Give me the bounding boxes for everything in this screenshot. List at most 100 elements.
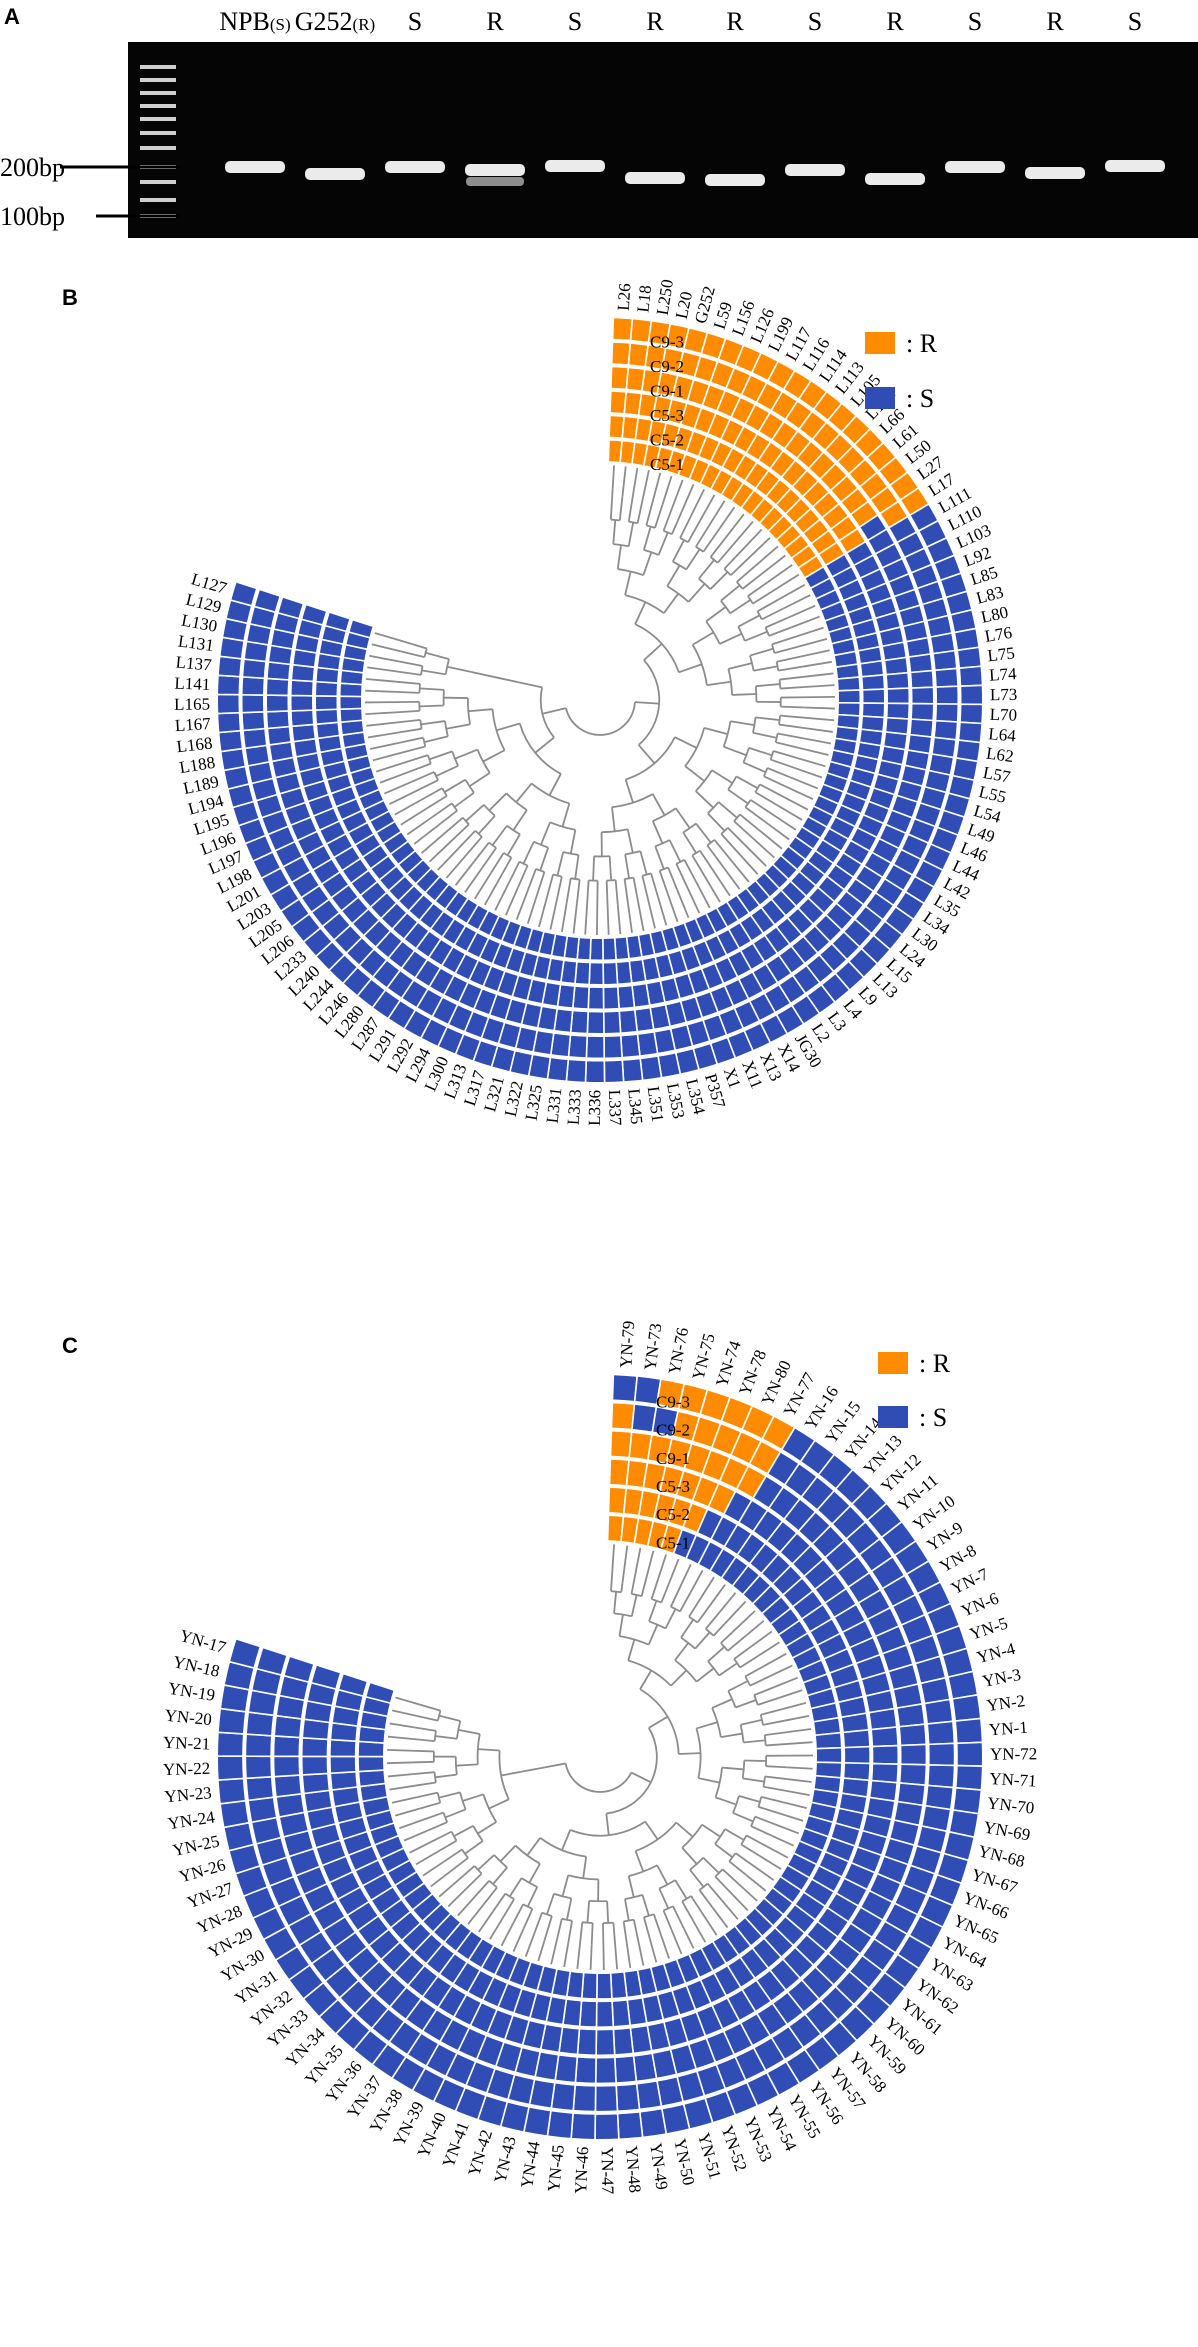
tree-branch bbox=[743, 1620, 765, 1638]
tree-branch bbox=[512, 1928, 525, 1952]
tree-branch bbox=[435, 1735, 457, 1740]
tree-arc bbox=[567, 1874, 599, 1881]
tree-branch bbox=[502, 1898, 515, 1919]
tree-branch bbox=[709, 571, 729, 590]
leaf-label: L167 bbox=[174, 714, 211, 735]
tree-branch bbox=[712, 870, 731, 897]
tree-branch bbox=[627, 1875, 635, 1898]
genotype-cell bbox=[282, 1655, 316, 1684]
tree-branch bbox=[611, 807, 616, 832]
genotype-cell bbox=[240, 693, 265, 714]
tree-branch bbox=[536, 871, 546, 896]
genotype-cell bbox=[935, 685, 960, 705]
tree-branch bbox=[438, 1791, 461, 1799]
ring-label: C9-2 bbox=[650, 357, 684, 376]
genotype-cell bbox=[885, 671, 910, 690]
tree-branch bbox=[692, 1919, 707, 1943]
tree-branch bbox=[375, 761, 406, 773]
ring-label: C9-3 bbox=[650, 333, 684, 352]
ladder-band bbox=[140, 78, 176, 82]
tree-branch bbox=[720, 584, 741, 602]
tree-branch bbox=[787, 604, 816, 619]
tree-arc bbox=[628, 520, 638, 525]
tree-branch bbox=[437, 847, 460, 871]
genotype-cell bbox=[595, 2000, 615, 2028]
tree-branch bbox=[400, 808, 427, 826]
tree-branch bbox=[775, 741, 800, 749]
tree-branch bbox=[698, 1777, 720, 1784]
tree-branch bbox=[642, 551, 653, 576]
genotype-cell bbox=[954, 1717, 984, 1745]
tree-branch bbox=[789, 776, 819, 790]
tree-branch bbox=[706, 680, 732, 687]
tree-branch bbox=[780, 705, 805, 709]
genotype-cell bbox=[337, 1672, 369, 1698]
gel-band bbox=[545, 160, 605, 172]
tree-branch bbox=[666, 893, 679, 923]
tree-branch bbox=[457, 1865, 476, 1881]
tree-branch bbox=[636, 499, 644, 524]
leaf-label: L18 bbox=[633, 284, 655, 313]
tree-branch bbox=[641, 875, 649, 900]
tree-branch bbox=[672, 539, 685, 562]
tree-branch bbox=[443, 816, 464, 835]
tree-branch bbox=[455, 1763, 478, 1767]
tree-branch bbox=[662, 507, 673, 532]
tree-branch bbox=[681, 1900, 694, 1921]
genotype-cell bbox=[836, 676, 861, 692]
tree-branch bbox=[627, 497, 634, 522]
genotype-cell bbox=[639, 1055, 663, 1082]
tree-branch bbox=[757, 1641, 780, 1657]
genotype-cell bbox=[216, 1731, 245, 1758]
tree-branch bbox=[709, 537, 727, 558]
tree-branch bbox=[737, 614, 761, 628]
tree-branch bbox=[632, 877, 639, 902]
tree-branch bbox=[477, 815, 496, 835]
genotype-cell bbox=[923, 1698, 954, 1725]
leaf-label: L351 bbox=[644, 1085, 668, 1123]
tree-arc bbox=[652, 807, 677, 822]
tree-branch bbox=[736, 1610, 756, 1629]
panel-b-leaf-labels: L26L18L250L20G252L59L156L126L199L117L116… bbox=[174, 278, 1018, 1126]
tree-branch bbox=[698, 1889, 714, 1909]
tree-branch bbox=[637, 1940, 645, 1966]
tree-branch bbox=[538, 897, 548, 928]
genotype-cell bbox=[934, 667, 959, 688]
tree-branch bbox=[643, 643, 663, 661]
genotype-cell bbox=[240, 676, 266, 696]
genotype-cell bbox=[589, 937, 604, 962]
tree-arc bbox=[681, 1824, 703, 1849]
tree-branch bbox=[404, 754, 429, 764]
tree-branch bbox=[703, 875, 721, 903]
genotype-cell bbox=[216, 674, 241, 696]
tree-arc bbox=[422, 737, 427, 747]
tree-arc bbox=[601, 828, 628, 834]
panel-a-letter: A bbox=[4, 4, 20, 29]
tree-branch bbox=[647, 899, 656, 929]
tree-branch bbox=[612, 1922, 617, 1945]
ladder-label-200bp: 200bp bbox=[0, 153, 65, 182]
tree-branch bbox=[658, 1888, 670, 1909]
tree-branch bbox=[724, 1828, 745, 1841]
tree-branch bbox=[751, 836, 775, 859]
tree-branch bbox=[605, 1813, 610, 1836]
tree-branch bbox=[765, 1765, 788, 1769]
tree-branch bbox=[389, 1722, 415, 1729]
tree-branch bbox=[750, 1825, 772, 1837]
tree-branch bbox=[403, 1829, 428, 1842]
tree-branch bbox=[425, 651, 450, 661]
tree-arc bbox=[680, 1636, 696, 1650]
tree-branch bbox=[775, 803, 803, 821]
tree-branch bbox=[759, 1855, 782, 1870]
tree-branch bbox=[650, 1578, 660, 1600]
genotype-cell bbox=[244, 1733, 273, 1758]
tree-branch bbox=[395, 680, 421, 685]
genotype-cell bbox=[899, 1743, 928, 1766]
leaf-label: YN-46 bbox=[571, 2146, 592, 2194]
genotype-cell bbox=[612, 2026, 635, 2056]
genotype-cell bbox=[594, 2112, 620, 2141]
tree-arc bbox=[442, 1812, 449, 1823]
tree-branch bbox=[743, 1739, 766, 1744]
tree-branch bbox=[537, 1936, 547, 1962]
tree-branch bbox=[431, 802, 453, 819]
